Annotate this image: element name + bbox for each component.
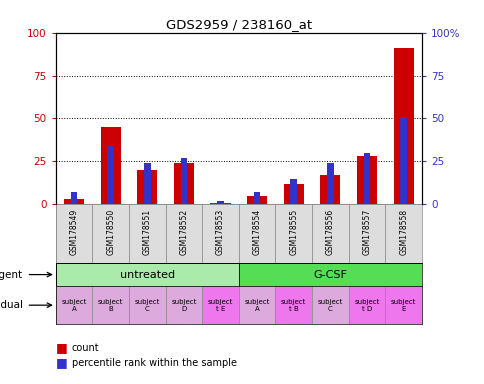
Bar: [239, 263, 421, 286]
Bar: [326, 163, 333, 204]
Text: GSM178553: GSM178553: [215, 209, 225, 255]
Bar: [348, 286, 385, 324]
Text: subject
A: subject A: [61, 299, 87, 312]
Text: GSM178550: GSM178550: [106, 209, 115, 255]
Bar: [107, 146, 114, 204]
Bar: [290, 179, 297, 204]
Text: GSM178554: GSM178554: [252, 209, 261, 255]
Text: ■: ■: [56, 356, 67, 369]
Text: count: count: [72, 343, 99, 353]
Bar: [202, 286, 239, 324]
Bar: [239, 204, 275, 263]
Text: GSM178551: GSM178551: [142, 209, 151, 255]
Bar: [71, 192, 77, 204]
Bar: [137, 170, 157, 204]
Title: GDS2959 / 238160_at: GDS2959 / 238160_at: [166, 18, 311, 31]
Bar: [129, 204, 166, 263]
Bar: [239, 286, 275, 324]
Bar: [312, 204, 348, 263]
Text: GSM178558: GSM178558: [398, 209, 408, 255]
Bar: [166, 286, 202, 324]
Bar: [217, 201, 224, 204]
Bar: [384, 286, 421, 324]
Text: GSM178556: GSM178556: [325, 209, 334, 255]
Bar: [129, 286, 166, 324]
Text: agent: agent: [0, 270, 23, 280]
Text: subject
t E: subject t E: [208, 299, 233, 312]
Bar: [56, 286, 92, 324]
Bar: [92, 286, 129, 324]
Bar: [253, 192, 260, 204]
Bar: [348, 204, 385, 263]
Bar: [275, 204, 312, 263]
Text: percentile rank within the sample: percentile rank within the sample: [72, 358, 236, 368]
Text: GSM178557: GSM178557: [362, 209, 371, 255]
Bar: [312, 286, 348, 324]
Text: subject
D: subject D: [171, 299, 196, 312]
Text: G-CSF: G-CSF: [313, 270, 347, 280]
Bar: [363, 153, 370, 204]
Bar: [144, 163, 151, 204]
Bar: [100, 127, 121, 204]
Bar: [283, 184, 303, 204]
Bar: [393, 48, 413, 204]
Bar: [64, 199, 84, 204]
Bar: [275, 286, 312, 324]
Bar: [319, 175, 340, 204]
Text: subject
t B: subject t B: [281, 299, 306, 312]
Bar: [399, 117, 406, 204]
Bar: [56, 204, 92, 263]
Text: subject
E: subject E: [390, 299, 415, 312]
Bar: [356, 156, 377, 204]
Text: GSM178552: GSM178552: [179, 209, 188, 255]
Text: individual: individual: [0, 300, 23, 310]
Text: subject
C: subject C: [317, 299, 342, 312]
Text: subject
C: subject C: [135, 299, 160, 312]
Bar: [56, 263, 239, 286]
Text: untreated: untreated: [120, 270, 175, 280]
Text: subject
t D: subject t D: [354, 299, 379, 312]
Bar: [246, 196, 267, 204]
Text: ■: ■: [56, 341, 67, 354]
Bar: [166, 204, 202, 263]
Bar: [384, 204, 421, 263]
Text: GSM178549: GSM178549: [69, 209, 78, 255]
Bar: [180, 158, 187, 204]
Text: subject
A: subject A: [244, 299, 269, 312]
Text: subject
B: subject B: [98, 299, 123, 312]
Bar: [173, 163, 194, 204]
Bar: [202, 204, 239, 263]
Bar: [92, 204, 129, 263]
Text: GSM178555: GSM178555: [288, 209, 298, 255]
